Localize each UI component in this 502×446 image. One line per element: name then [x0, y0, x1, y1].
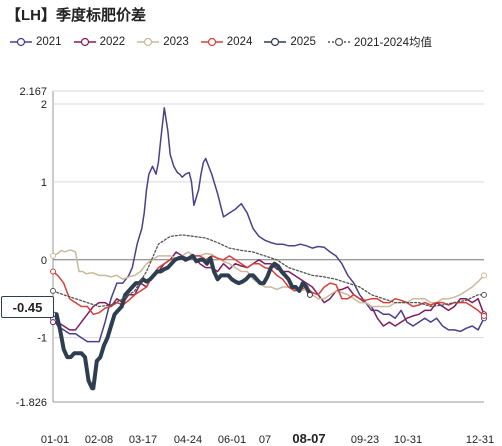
y-tick-label: -1.826 [16, 397, 47, 409]
series-point [50, 268, 56, 275]
legend-item: 2021 [10, 34, 62, 50]
x-tick-label: 02-08 [85, 434, 113, 446]
legend-item: 2024 [200, 34, 253, 50]
x-tick-label: 01-01 [41, 434, 69, 446]
legend-label: 2024 [226, 36, 253, 48]
legend-label: 2021 [36, 36, 62, 48]
legend-label: 2021-2024均值 [353, 37, 432, 49]
series-point [306, 291, 313, 298]
series-line-1 [52, 251, 485, 331]
legend-swatch [73, 37, 96, 47]
legend-swatch [264, 37, 287, 47]
legend-item: 2021-2024均值 [327, 34, 432, 50]
x-tick-label-current: 08-07 [292, 431, 325, 446]
y-tick-label: 1 [41, 177, 47, 189]
chart-legend: 2021 2022 2023 2024 2025 2021-2024均值 [10, 34, 432, 50]
series-point [50, 319, 56, 326]
series-point [481, 272, 487, 279]
series-point [50, 287, 56, 294]
series-line-4 [51, 253, 312, 391]
legend-swatch [10, 37, 32, 47]
legend-swatch [327, 37, 350, 47]
chart-title: 【LH】季度标肥价差 [6, 7, 146, 24]
series-line-0 [52, 107, 485, 343]
x-tick-label: 09-23 [351, 434, 379, 446]
legend-swatch [137, 37, 160, 47]
series-point [481, 312, 487, 319]
y-tick-label: -1 [37, 333, 47, 345]
legend-item: 2022 [73, 34, 126, 50]
series-line-5 [52, 234, 485, 308]
legend-label: 2025 [290, 36, 316, 48]
legend-item: 2023 [137, 34, 189, 50]
x-tick-label: 12-31 [466, 434, 494, 446]
legend-item: 2025 [264, 34, 316, 50]
legend-swatch [200, 37, 223, 47]
y-tick-label: 2.167 [19, 86, 47, 98]
y-tick-label: 0 [41, 255, 47, 267]
x-tick-label: 10-31 [394, 434, 422, 446]
legend-label: 2023 [163, 36, 189, 48]
series-line-3 [52, 255, 485, 317]
x-tick-label: 07 [259, 434, 271, 446]
series-point [481, 291, 487, 298]
series-point [50, 252, 56, 259]
y-tick-label: 2 [41, 99, 47, 111]
x-tick-label: 04-24 [174, 434, 202, 446]
legend-label: 2022 [99, 36, 126, 48]
x-tick-label: 06-01 [218, 434, 246, 446]
x-tick-label: 03-17 [129, 434, 157, 446]
current-value-badge: -0.45 [1, 296, 54, 318]
